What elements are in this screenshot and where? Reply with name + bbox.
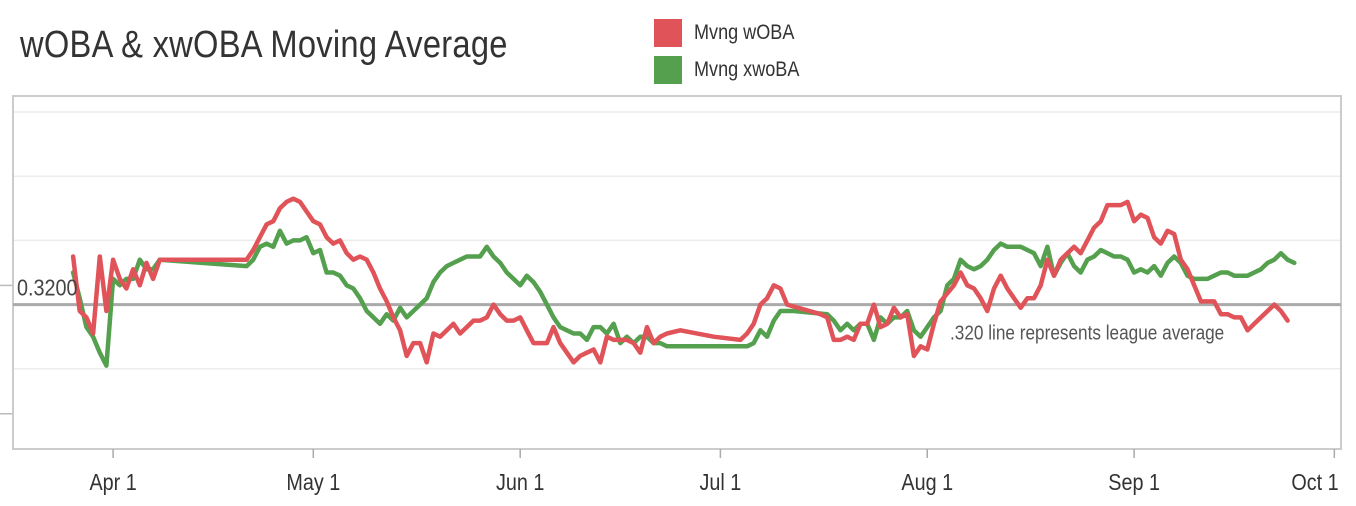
x-tick-label-0: Apr 1 <box>89 470 136 496</box>
legend-swatch-woba <box>654 19 682 47</box>
reference-value-label: 0.3200 <box>17 275 78 301</box>
x-tick-label-2: Jun 1 <box>496 470 544 496</box>
chart-title: wOBA & xwOBA Moving Average <box>20 24 508 66</box>
legend-item-woba[interactable]: Mvng wOBA <box>654 18 817 48</box>
chart-legend: Mvng wOBA Mvng xwoBA <box>654 18 817 92</box>
x-tick-label-3: Jul 1 <box>699 470 741 496</box>
x-tick-label-1: May 1 <box>286 470 340 496</box>
league-average-note: .320 line represents league average <box>950 321 1224 344</box>
x-tick-label-4: Aug 1 <box>901 470 953 496</box>
series-line-xwoba[interactable] <box>70 228 1297 368</box>
legend-swatch-xwoba <box>654 56 682 84</box>
plot-frame <box>12 95 1342 450</box>
series-line-woba[interactable] <box>70 196 1290 365</box>
x-tick-label-5: Sep 1 <box>1108 470 1160 496</box>
legend-label-xwoba: Mvng xwoBA <box>694 58 800 81</box>
x-tick-label-6: Oct 1 <box>1291 470 1338 496</box>
series-lines <box>70 196 1297 368</box>
legend-item-xwoba[interactable]: Mvng xwoBA <box>654 55 817 85</box>
legend-label-woba: Mvng wOBA <box>694 21 795 44</box>
x-axis: Apr 1 May 1 Jun 1 Jul 1 Aug 1 Sep 1 Oct 1 <box>0 284 1339 496</box>
